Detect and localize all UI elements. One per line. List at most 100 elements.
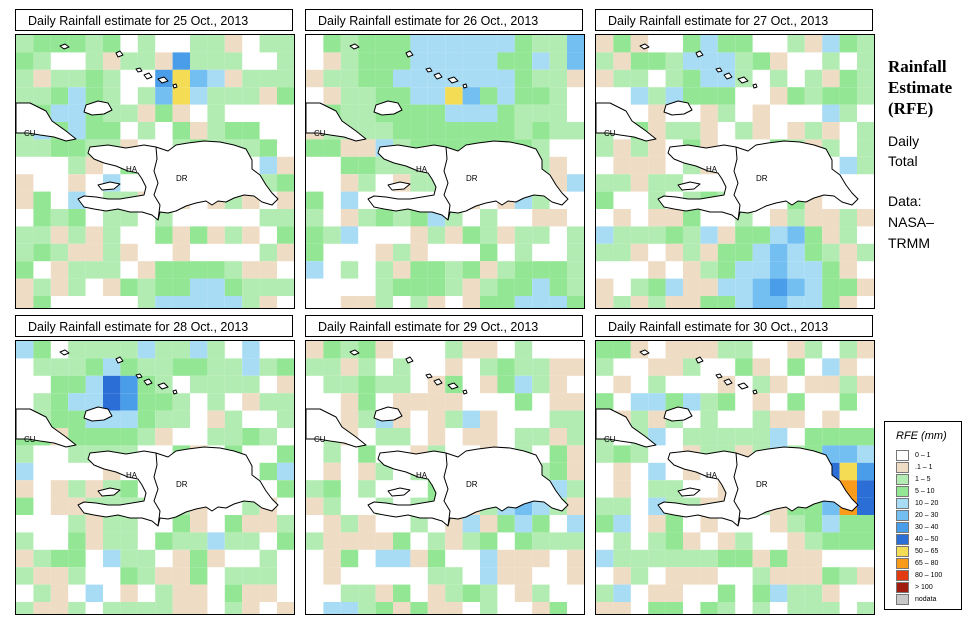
- rainfall-cell: [613, 532, 631, 550]
- rainfall-cell: [323, 341, 341, 359]
- rainfall-cell: [549, 602, 567, 614]
- rainfall-cell: [85, 584, 103, 602]
- rainfall-cell: [630, 393, 649, 411]
- hispaniola-outline: [367, 140, 569, 221]
- rainfall-cell: [596, 584, 614, 602]
- rfe-legend: RFE (mm) 0 – 1 .1 – 1 1 – 5 5 – 10 10 – 20 20…: [884, 421, 962, 610]
- rainfall-cell: [242, 584, 260, 602]
- rainfall-cell: [33, 393, 51, 411]
- rainfall-cell: [120, 52, 138, 70]
- rainfall-cell: [85, 87, 103, 105]
- rainfall-cell: [497, 549, 515, 568]
- rainfall-cell: [613, 243, 631, 262]
- rainfall-cell: [323, 226, 341, 244]
- rainfall-cell: [242, 375, 260, 394]
- rainfall-cell: [630, 52, 649, 70]
- rainfall-cell: [120, 375, 138, 394]
- rainfall-cell: [839, 104, 857, 122]
- rainfall-cell: [358, 480, 376, 498]
- rainfall-cell: [514, 515, 533, 533]
- rainfall-cell: [137, 567, 156, 585]
- rainfall-cell: [155, 296, 173, 308]
- rainfall-cell: [770, 515, 788, 533]
- rainfall-cell: [787, 341, 805, 359]
- rainfall-cell: [340, 69, 359, 88]
- islet-outline: [737, 382, 749, 390]
- islet-outline: [723, 378, 733, 386]
- rainfall-cell: [752, 375, 770, 394]
- rainfall-cell: [120, 549, 138, 568]
- rainfall-cell: [480, 35, 498, 53]
- rainfall-cell: [804, 226, 823, 244]
- rainfall-cell: [480, 52, 498, 70]
- rainfall-cell: [50, 278, 69, 296]
- rainfall-cell: [375, 52, 393, 70]
- rainfall-cell: [613, 296, 631, 308]
- rainfall-cell: [68, 35, 86, 53]
- rainfall-cell: [549, 375, 567, 394]
- rainfall-cell: [410, 174, 428, 192]
- rainfall-cell: [770, 549, 788, 568]
- rainfall-cell: [497, 278, 515, 296]
- rainfall-cell: [839, 278, 857, 296]
- rainfall-cell: [787, 410, 805, 428]
- rainfall-cell: [648, 104, 666, 122]
- rainfall-cell: [33, 69, 51, 88]
- rainfall-cell: [857, 243, 874, 262]
- islet-outline: [157, 76, 169, 84]
- rainfall-cell: [190, 278, 208, 296]
- rainfall-cell: [532, 584, 550, 602]
- rainfall-cell: [804, 87, 823, 105]
- rainfall-cell: [137, 428, 156, 446]
- rainfall-cell: [735, 226, 753, 244]
- rainfall-cell: [224, 261, 243, 279]
- rainfall-cell: [700, 296, 718, 308]
- rainfall-cell: [567, 278, 584, 296]
- rainfall-cell: [549, 445, 567, 463]
- rainfall-cell: [480, 104, 498, 122]
- rainfall-cell: [787, 532, 805, 550]
- rainfall-cell: [567, 567, 584, 585]
- rainfall-cell: [410, 52, 428, 70]
- rainfall-cell: [85, 35, 103, 53]
- rainfall-cell: [514, 341, 533, 359]
- rainfall-cell: [480, 261, 498, 279]
- rainfall-cell: [549, 209, 567, 227]
- data-source-note: Data: NASA– TRMM: [888, 191, 934, 254]
- rainfall-cell: [155, 87, 173, 105]
- rainfall-cell: [613, 375, 631, 394]
- rainfall-cell: [804, 428, 823, 446]
- rainfall-cell: [410, 69, 428, 88]
- rainfall-cell: [207, 226, 225, 244]
- rainfall-cell: [839, 393, 857, 411]
- rainfall-cell: [358, 358, 376, 376]
- rainfall-cell: [306, 69, 324, 88]
- hispaniola-outline: [77, 446, 279, 527]
- rainfall-cell: [717, 532, 736, 550]
- rainfall-cell: [567, 243, 584, 262]
- rainfall-cell: [172, 52, 190, 70]
- rainfall-cell: [242, 341, 260, 359]
- rainfall-cell: [277, 602, 294, 614]
- rainfall-cell: [445, 602, 463, 614]
- rainfall-cell: [700, 52, 718, 70]
- legend-swatch: [896, 510, 909, 521]
- rainfall-cell: [752, 278, 770, 296]
- rainfall-cell: [33, 52, 51, 70]
- haiti-dr-border: [443, 452, 451, 527]
- rainfall-cell: [549, 52, 567, 70]
- rainfall-cell: [306, 243, 324, 262]
- rainfall-cell: [596, 243, 614, 262]
- rainfall-cell: [358, 393, 376, 411]
- rainfall-cell: [549, 35, 567, 53]
- rainfall-cell: [613, 35, 631, 53]
- rainfall-cell: [358, 462, 376, 481]
- rainfall-cell: [323, 445, 341, 463]
- rainfall-cell: [410, 243, 428, 262]
- rainfall-cell: [532, 261, 550, 279]
- rainfall-cell: [33, 35, 51, 53]
- rainfall-cell: [665, 243, 683, 262]
- gonave-island-outline: [387, 487, 411, 497]
- cuba-outline: [596, 102, 657, 142]
- rainfall-cell: [277, 226, 294, 244]
